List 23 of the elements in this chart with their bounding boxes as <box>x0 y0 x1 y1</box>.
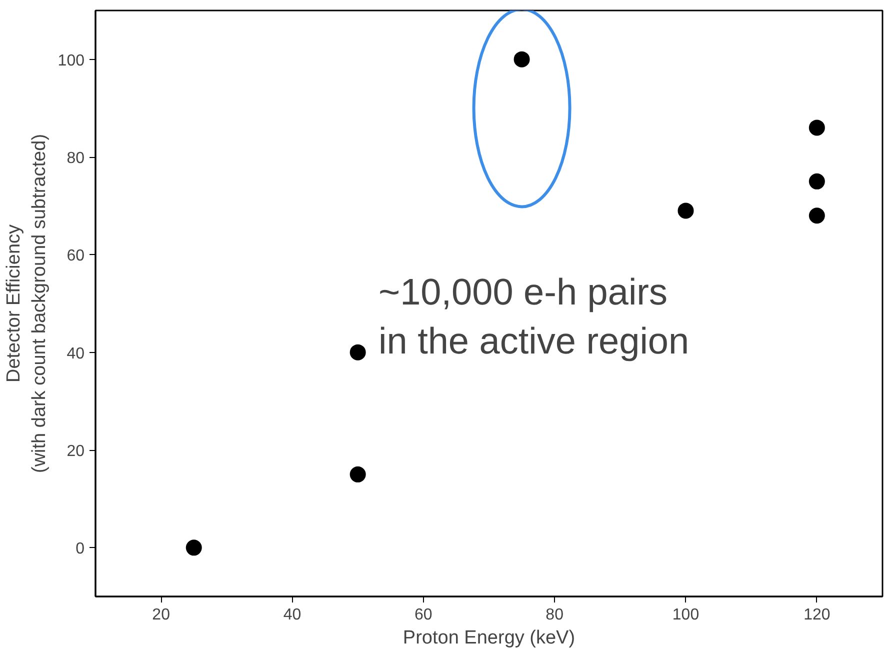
point <box>808 208 825 224</box>
point <box>808 120 825 136</box>
y-tick-label: 20 <box>66 443 85 460</box>
x-tick-label: 80 <box>546 606 564 624</box>
y-tick-label: 0 <box>76 540 85 558</box>
y-tick-label: 100 <box>58 52 85 70</box>
y-tick-label: 80 <box>66 150 85 167</box>
point <box>514 51 530 68</box>
x-tick-label: 60 <box>414 606 432 624</box>
x-axis-title: Proton Energy (keV) <box>402 628 576 648</box>
point <box>678 202 694 219</box>
x-tick-label: 100 <box>672 606 700 624</box>
point <box>350 466 366 482</box>
x-tick-label: 120 <box>804 606 830 624</box>
x-tick-label: 20 <box>152 606 170 624</box>
annotation: ~10,000 e-h pairs in the active region <box>378 271 690 362</box>
y-tick-label: 40 <box>66 345 85 362</box>
x-tick-label: 40 <box>283 606 302 624</box>
point <box>186 540 202 556</box>
point <box>808 173 825 190</box>
y-tick-label: 60 <box>66 248 85 265</box>
y-axis-title: Detector Efficiency (with dark count background subtracted) <box>4 134 50 474</box>
point <box>350 344 366 360</box>
